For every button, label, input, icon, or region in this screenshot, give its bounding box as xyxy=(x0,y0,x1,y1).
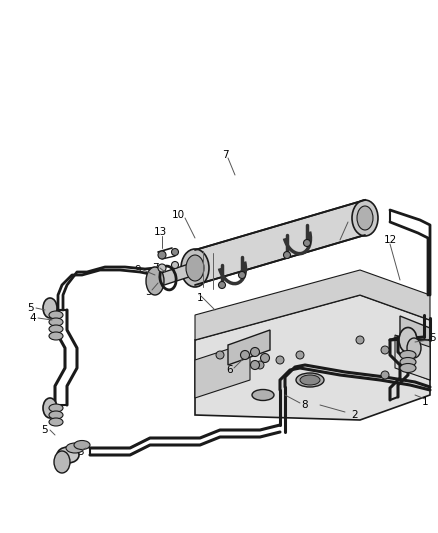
Ellipse shape xyxy=(300,375,320,385)
Ellipse shape xyxy=(57,447,79,463)
Ellipse shape xyxy=(54,451,70,473)
Ellipse shape xyxy=(74,440,90,449)
Ellipse shape xyxy=(252,390,274,400)
Circle shape xyxy=(381,371,389,379)
Text: 9: 9 xyxy=(135,265,141,275)
Polygon shape xyxy=(195,270,430,340)
Text: 7: 7 xyxy=(152,263,158,273)
Text: 3: 3 xyxy=(145,287,151,297)
Ellipse shape xyxy=(400,358,416,367)
Ellipse shape xyxy=(49,332,63,340)
Polygon shape xyxy=(395,335,430,380)
Circle shape xyxy=(158,264,166,272)
Ellipse shape xyxy=(352,200,378,236)
Circle shape xyxy=(356,336,364,344)
Ellipse shape xyxy=(399,327,417,352)
Text: 5: 5 xyxy=(27,303,33,313)
Text: 1: 1 xyxy=(422,397,428,407)
Text: 1: 1 xyxy=(197,293,203,303)
Ellipse shape xyxy=(407,338,421,358)
Text: 11: 11 xyxy=(346,213,359,223)
Ellipse shape xyxy=(296,373,324,387)
Circle shape xyxy=(276,356,284,364)
Circle shape xyxy=(251,360,259,369)
Circle shape xyxy=(251,348,259,357)
Text: 5: 5 xyxy=(429,333,435,343)
Circle shape xyxy=(283,252,290,259)
Circle shape xyxy=(158,251,166,259)
Ellipse shape xyxy=(181,249,209,287)
Text: 12: 12 xyxy=(383,235,397,245)
Ellipse shape xyxy=(49,411,63,419)
Circle shape xyxy=(304,239,311,246)
Ellipse shape xyxy=(66,443,84,453)
Circle shape xyxy=(236,346,244,354)
Circle shape xyxy=(172,248,179,255)
Polygon shape xyxy=(155,262,195,288)
Ellipse shape xyxy=(49,311,63,319)
Text: 10: 10 xyxy=(171,210,184,220)
Ellipse shape xyxy=(43,398,57,418)
Circle shape xyxy=(240,351,250,359)
Text: 4: 4 xyxy=(30,313,36,323)
Ellipse shape xyxy=(49,325,63,333)
Ellipse shape xyxy=(357,206,373,230)
Polygon shape xyxy=(195,200,365,285)
Circle shape xyxy=(261,353,269,362)
Ellipse shape xyxy=(400,364,416,373)
Ellipse shape xyxy=(49,404,63,412)
Circle shape xyxy=(172,262,179,269)
Circle shape xyxy=(239,271,246,279)
Circle shape xyxy=(381,346,389,354)
Ellipse shape xyxy=(186,255,204,281)
Ellipse shape xyxy=(400,351,416,359)
Ellipse shape xyxy=(49,418,63,426)
Circle shape xyxy=(256,361,264,369)
Circle shape xyxy=(219,281,226,288)
Polygon shape xyxy=(400,316,430,380)
Text: 8: 8 xyxy=(302,400,308,410)
Text: 7: 7 xyxy=(222,150,228,160)
Text: 2: 2 xyxy=(352,410,358,420)
Ellipse shape xyxy=(49,318,63,326)
Text: 5: 5 xyxy=(42,425,48,435)
Text: 6: 6 xyxy=(227,365,233,375)
Polygon shape xyxy=(228,330,270,365)
Circle shape xyxy=(216,351,224,359)
Polygon shape xyxy=(195,295,430,420)
Text: 3: 3 xyxy=(77,447,83,457)
Circle shape xyxy=(296,351,304,359)
Polygon shape xyxy=(195,342,250,398)
Ellipse shape xyxy=(146,267,164,295)
Ellipse shape xyxy=(43,298,57,318)
Text: 13: 13 xyxy=(153,227,166,237)
